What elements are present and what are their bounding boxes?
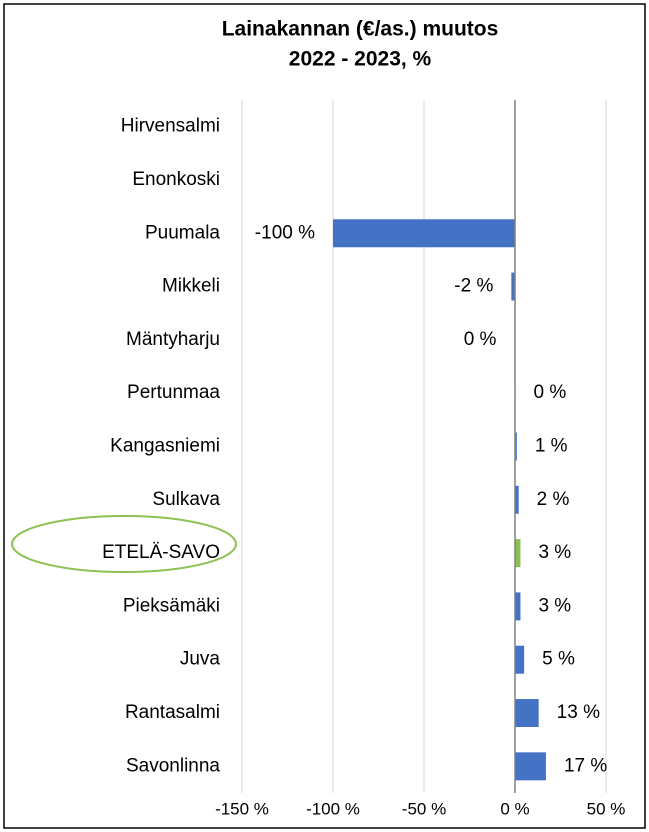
y-tick-label: Pieksämäki	[123, 595, 220, 616]
y-tick-label: Juva	[180, 649, 221, 670]
bar	[515, 592, 521, 621]
x-tick-label: 0 %	[500, 799, 529, 818]
data-label: 0 %	[464, 329, 497, 350]
chart-title: Lainakannan (€/as.) muutos	[222, 18, 499, 41]
y-tick-label: Hirvensalmi	[121, 116, 220, 137]
data-label: 1 %	[535, 436, 568, 457]
bar	[515, 699, 539, 728]
data-label: 3 %	[538, 542, 571, 563]
data-label: -100 %	[255, 222, 315, 243]
bar	[515, 752, 546, 781]
data-label: 0 %	[534, 382, 567, 403]
bar	[515, 645, 525, 674]
data-label: 2 %	[537, 489, 570, 510]
x-tick-label: -150 %	[215, 799, 269, 818]
y-tick-label: Pertunmaa	[127, 382, 220, 403]
highlight-ellipse	[11, 515, 237, 573]
frame	[3, 3, 646, 829]
y-tick-label: Sulkava	[152, 489, 220, 510]
y-tick-label: Rantasalmi	[125, 702, 220, 723]
data-label: 3 %	[538, 595, 571, 616]
y-tick-label: ETELÄ-SAVO	[102, 542, 220, 563]
data-label: 5 %	[542, 649, 575, 670]
x-tick-label: -50 %	[402, 799, 446, 818]
y-tick-label: Enonkoski	[132, 169, 220, 190]
y-tick-label: Mikkeli	[162, 276, 220, 297]
y-tick-label: Savonlinna	[126, 755, 220, 776]
y-tick-label: Mäntyharju	[126, 329, 220, 350]
bar	[515, 485, 519, 514]
bar	[333, 219, 515, 248]
data-label: 17 %	[564, 755, 607, 776]
bar	[515, 539, 521, 568]
data-label: -2 %	[454, 276, 493, 297]
bar	[511, 272, 515, 301]
x-tick-label: -100 %	[306, 799, 360, 818]
y-tick-label: Puumala	[145, 222, 220, 243]
data-label: 13 %	[557, 702, 600, 723]
x-tick-label: 50 %	[587, 799, 626, 818]
y-tick-label: Kangasniemi	[110, 436, 220, 457]
bar	[515, 432, 517, 461]
chart-title: 2022 - 2023, %	[289, 48, 432, 71]
